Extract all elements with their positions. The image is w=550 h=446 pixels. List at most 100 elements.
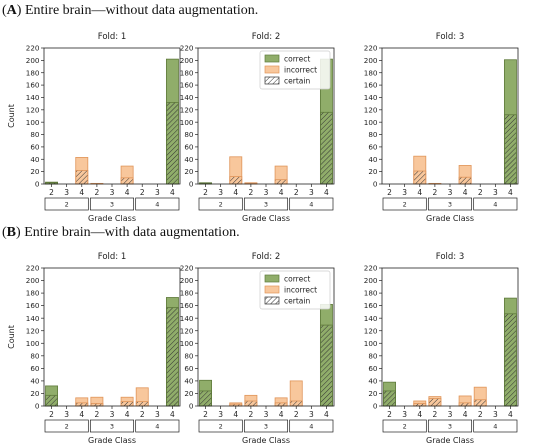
x-tick-label: 3 xyxy=(402,410,407,419)
bar-certain xyxy=(120,177,134,185)
x-tick-label: 2 xyxy=(140,410,145,419)
x-axis-label: Grade Class xyxy=(88,436,136,445)
plot-frame xyxy=(381,47,519,185)
y-tick-label: 180 xyxy=(26,68,40,77)
section-a-text: Entire brain—without data augmentation. xyxy=(25,3,258,18)
group-label: 3 xyxy=(264,201,268,209)
y-tick-label: 180 xyxy=(180,68,194,77)
y-tick-label: 100 xyxy=(180,118,194,127)
x-axis-label: Grade Class xyxy=(426,436,474,445)
y-tick-label: 40 xyxy=(368,155,378,164)
y-tick-label: 0 xyxy=(373,402,378,411)
x-tick-label: 3 xyxy=(448,188,453,197)
group-label: 2 xyxy=(219,201,223,209)
y-axis-label: Count xyxy=(7,104,16,128)
x-tick-label: 2 xyxy=(478,410,483,419)
group-label: 4 xyxy=(309,201,313,209)
y-tick-label: 60 xyxy=(368,364,378,373)
bar-certain xyxy=(383,390,396,407)
group-box xyxy=(473,419,518,433)
chart-title: Fold: 3 xyxy=(436,32,465,42)
group-label: 3 xyxy=(448,201,452,209)
y-tick-label: 120 xyxy=(26,105,40,114)
x-tick-label: 3 xyxy=(110,410,115,419)
x-axis-label: Grade Class xyxy=(426,214,474,223)
x-tick-label: 4 xyxy=(233,410,238,419)
x-tick-label: 2 xyxy=(387,188,392,197)
x-tick-label: 4 xyxy=(233,188,238,197)
y-tick-label: 100 xyxy=(180,339,194,348)
y-tick-label: 60 xyxy=(30,143,40,152)
y-tick-label: 20 xyxy=(368,167,378,176)
x-tick-label: 3 xyxy=(264,410,269,419)
charts-container: Fold: 1020406080100120140160180200220Cou… xyxy=(7,32,519,445)
group-box xyxy=(382,197,427,211)
chart-panel-b-1: Fold: 1 0 20 40 60 80 100 120 140 160 180 200 220 Cou… xyxy=(7,252,181,445)
y-tick-label: 120 xyxy=(180,105,194,114)
y-tick-label: 180 xyxy=(364,289,378,298)
y-tick-label: 140 xyxy=(364,314,378,323)
y-tick-label: 200 xyxy=(180,56,194,65)
group-box xyxy=(243,419,289,433)
y-tick-label: 140 xyxy=(180,314,194,323)
y-tick-label: 0 xyxy=(373,180,378,189)
y-tick-label: 60 xyxy=(368,143,378,152)
x-tick-label: 3 xyxy=(448,410,453,419)
group-label: 2 xyxy=(65,423,69,431)
chart-panel-b-2: Fold: 2 0 20 40 60 80 100 120 140 160 180 200 220 2 3 4… xyxy=(180,252,335,445)
x-tick-label: 3 xyxy=(64,188,69,197)
y-tick-label: 220 xyxy=(180,264,194,273)
y-tick-label: 40 xyxy=(30,155,40,164)
bar-certain xyxy=(413,170,427,185)
x-tick-label: 3 xyxy=(110,188,115,197)
group-label: 4 xyxy=(493,423,497,431)
legend: correct incorrect certain xyxy=(259,270,331,310)
y-tick-label: 80 xyxy=(368,130,378,139)
x-tick-label: 2 xyxy=(387,410,392,419)
y-tick-label: 60 xyxy=(30,364,40,373)
legend-swatch-incorrect xyxy=(264,285,280,294)
legend-label-certain: certain xyxy=(284,77,310,86)
y-tick-label: 20 xyxy=(30,167,40,176)
section-b-letter: B xyxy=(7,225,16,240)
y-tick-label: 100 xyxy=(364,339,378,348)
group-box xyxy=(44,419,89,433)
y-tick-label: 60 xyxy=(184,364,194,373)
group-box xyxy=(427,419,473,433)
legend-swatch-certain xyxy=(264,76,280,85)
x-tick-label: 4 xyxy=(324,410,329,419)
bar-certain xyxy=(503,313,517,407)
group-label: 4 xyxy=(155,423,159,431)
section-b-title: (B) Entire brain—with data augmentation. xyxy=(2,225,240,240)
group-label: 3 xyxy=(110,423,114,431)
chart-title: Fold: 1 xyxy=(98,252,127,262)
y-tick-label: 160 xyxy=(26,81,40,90)
y-tick-label: 180 xyxy=(26,289,40,298)
x-tick-label: 4 xyxy=(170,410,175,419)
x-tick-label: 3 xyxy=(493,188,498,197)
bar-certain xyxy=(199,390,212,407)
x-tick-label: 2 xyxy=(94,410,99,419)
y-tick-label: 40 xyxy=(184,155,194,164)
y-tick-label: 180 xyxy=(180,289,194,298)
y-tick-label: 140 xyxy=(180,93,194,102)
y-tick-label: 20 xyxy=(368,389,378,398)
x-tick-label: 2 xyxy=(478,188,483,197)
y-tick-label: 80 xyxy=(368,351,378,360)
legend-label-certain: certain xyxy=(284,297,310,306)
y-tick-label: 140 xyxy=(26,93,40,102)
bar-certain xyxy=(165,102,179,185)
y-tick-label: 220 xyxy=(26,44,40,53)
x-tick-label: 2 xyxy=(294,188,299,197)
group-label: 3 xyxy=(264,423,268,431)
x-tick-label: 3 xyxy=(64,410,69,419)
x-tick-label: 4 xyxy=(417,410,422,419)
legend: correct incorrect certain xyxy=(259,50,331,90)
x-tick-label: 2 xyxy=(49,188,54,197)
legend-swatch-correct xyxy=(264,274,280,283)
y-tick-label: 160 xyxy=(180,301,194,310)
y-tick-label: 20 xyxy=(184,389,194,398)
y-tick-label: 160 xyxy=(364,301,378,310)
section-a-title: (A) Entire brain—without data augmentati… xyxy=(2,3,258,18)
x-tick-label: 3 xyxy=(309,410,314,419)
